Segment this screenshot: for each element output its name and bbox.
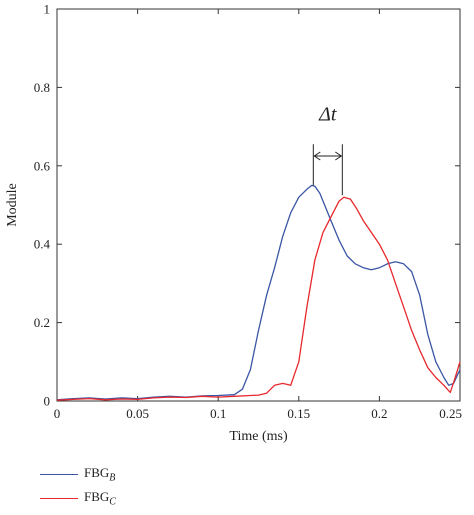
y-tick-label: 0 [44,394,51,409]
x-tick-label: 0.2 [371,406,387,421]
legend: FBGB FBGC [40,462,240,510]
x-tick-label: 0.25 [439,406,462,421]
delta-t-arrow-head-left [313,151,321,161]
series-line-fbg-c [56,196,461,401]
y-tick-label: 0.2 [34,315,50,330]
legend-item-fbg-c: FBGC [40,486,240,510]
series-layer [56,184,461,401]
y-tick-label: 1 [44,2,51,17]
delta-t-arrow-head-right [335,151,343,161]
axis-ticks: 0 0.05 0.1 0.15 0.2 0.25 0 0.2 0.4 0.6 0.8 1 [34,2,462,422]
delta-t-label: Δt [318,104,337,126]
legend-item-fbg-b: FBGB [40,462,240,486]
annotation-layer: Δt [312,104,343,196]
series-line-fbg-b [56,184,461,401]
legend-label-fbg-c: FBGC [84,488,116,508]
legend-label-fbg-b: FBGB [84,464,116,484]
x-tick-label: 0 [54,406,61,421]
x-tick-label: 0.1 [210,406,226,421]
y-tick-label: 0.6 [34,158,51,173]
legend-swatch-fbg-c [40,497,78,499]
plot-frame [56,8,461,402]
y-tick-label: 0.4 [34,237,51,252]
x-tick-label: 0.15 [287,406,310,421]
plot-border [56,8,461,402]
y-tick-label: 0.8 [34,80,50,95]
y-axis-title: Module [5,183,20,227]
x-axis-title: Time (ms) [229,429,288,444]
legend-swatch-fbg-b [40,473,78,475]
x-tick-label: 0.05 [126,406,149,421]
